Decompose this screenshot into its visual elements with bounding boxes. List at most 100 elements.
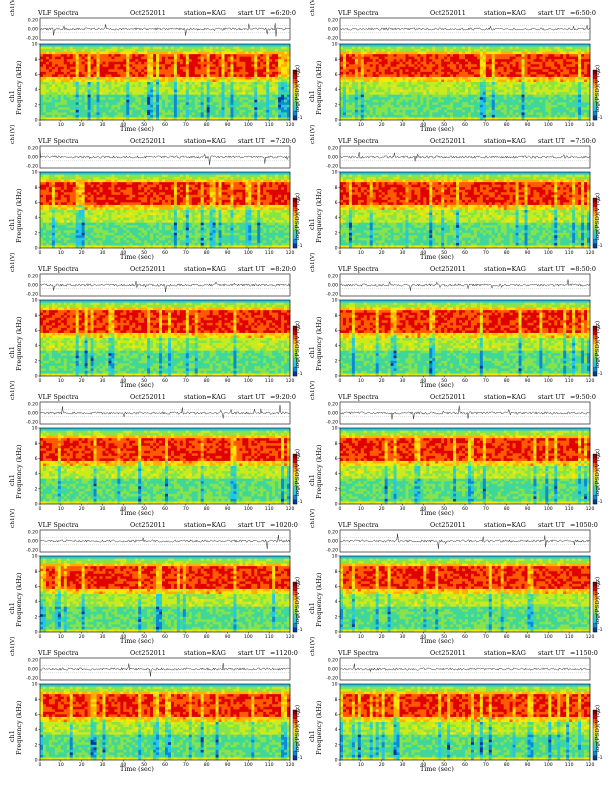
spectrogram-cell [248,49,252,52]
spectrogram-cell [84,74,88,78]
spectrogram-cell [414,54,418,57]
spectrogram-cell [114,76,118,80]
spectrogram-cell [360,59,365,63]
spectrogram-cell [512,114,516,118]
spectrogram-cell [156,49,160,52]
spectrogram-cell [123,61,127,65]
spectrogram-cell [462,54,466,57]
spectrogram-cell [272,114,276,118]
spectrogram-cell [182,51,187,55]
spectrogram-cell [218,84,222,88]
spectrogram-cell [111,87,115,90]
spectrogram-cell [494,104,499,108]
spectrogram-cell [497,59,502,63]
spectrogram-cell [54,84,59,88]
spectrogram-cell [423,114,427,118]
spectrogram-cell [203,99,207,103]
spectrogram-cell [156,54,160,57]
spectrogram-cell [429,87,433,90]
spectrogram-cell [515,56,519,60]
spectrogram-cell [102,87,106,90]
spectrogram-cell [447,114,451,118]
spectrogram-cell [126,76,130,80]
spectrogram-cell [459,109,463,113]
spectrogram-cell [165,66,169,70]
spectrogram-cell [381,109,385,113]
spectrogram-cell [435,49,439,52]
spectrogram-cell [533,76,537,80]
spectrogram-cell [351,79,356,83]
spectrogram-cell [179,71,184,75]
spectrogram-cell [176,79,181,83]
spectrogram-cell [375,107,379,111]
spectrogram-cell [263,107,267,111]
spectrogram-cell [102,74,106,78]
spectrogram-cell [248,44,252,47]
spectrogram-cell [63,89,68,93]
spectrogram-cell [275,94,279,98]
spectrogram-cell [239,76,243,80]
spectrogram-cell [224,79,228,83]
spectrogram-cell [57,99,62,103]
spectrogram-cell [530,84,534,88]
spectrogram-cell [411,56,415,60]
spectrogram-cell [393,76,397,80]
spectrogram-cell [387,56,391,60]
spectrogram-cell [390,117,394,121]
spectrogram-cell [500,99,504,103]
spectrogram-cell [221,82,225,85]
spectrogram-cell [554,99,558,103]
spectrogram-cell [470,56,475,60]
spectrogram-cell [369,64,374,68]
spectrogram-cell [230,102,234,106]
spectrogram-cell [84,107,88,111]
spectrogram-cell [363,59,368,63]
spectrogram-cell [494,66,499,70]
spectrogram-cell [138,112,142,116]
spectrogram-cell [366,66,371,70]
spectrogram-cell [372,94,377,98]
spectrogram-cell [411,51,415,55]
spectrogram-cell [242,87,246,90]
spectrogram-cell [135,87,139,90]
spectrogram-cell [551,117,555,121]
spectrogram-cell [435,104,439,108]
spectrogram-cell [417,109,421,113]
spectrogram-cell [78,79,82,83]
spectrogram-cell [527,104,531,108]
spectrogram-cell [242,109,246,113]
spectrogram-cell [378,59,382,63]
spectrogram-cell [479,54,484,57]
spectrogram-cell [48,61,53,65]
spectrogram-cell [141,112,145,116]
spectrogram-cell [348,102,353,106]
spectrogram-cell [105,51,109,55]
spectrogram-cell [200,114,204,118]
spectrogram-cell [176,46,181,50]
spectrogram-cell [96,99,100,103]
spectrogram-cell [191,99,196,103]
spectrogram-cell [126,79,130,83]
spectrogram-cell [159,64,163,68]
spectrogram-cell [548,44,552,47]
spectrogram-cell [254,112,258,116]
spectrogram-cell [272,49,276,52]
spectrogram-cell [572,74,576,78]
spectrogram-cell [84,102,88,106]
spectrogram-cell [467,97,472,101]
spectrogram-cell [348,109,353,113]
spectrogram-cell [179,66,184,70]
spectrogram-cell [476,71,481,75]
spectrogram-cell [272,109,276,113]
spectrogram-cell [426,71,430,75]
spectrogram-cell [156,46,160,50]
spectrogram-cell [479,84,484,88]
spectrogram-cell [417,94,421,98]
spectrogram-cell [194,59,199,63]
spectrogram-cell [72,51,77,55]
spectrogram-cell [117,114,121,118]
spectrogram-cell [272,54,276,57]
spectrogram-cell [354,54,359,57]
spectrogram-cell [162,94,166,98]
spectrogram-cell [239,64,243,68]
